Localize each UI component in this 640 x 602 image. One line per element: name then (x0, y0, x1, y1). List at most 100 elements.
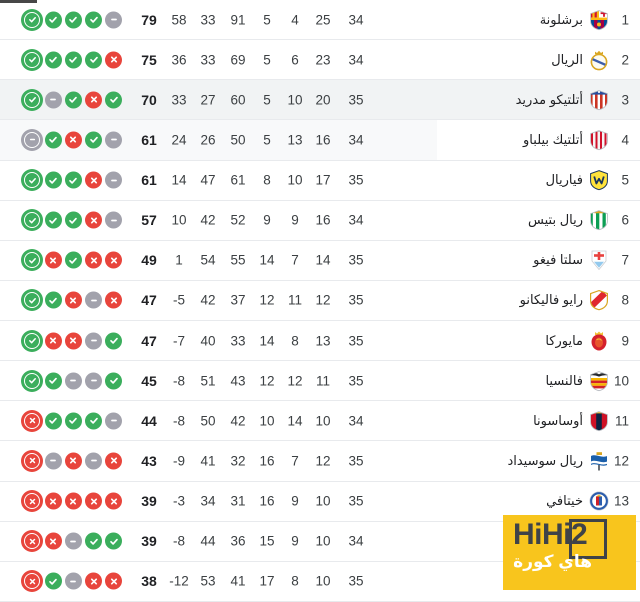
check-icon[interactable] (44, 131, 62, 149)
table-row[interactable]: 75 36 33 69 5 6 23 34 الريال 2 (0, 40, 640, 81)
check-icon[interactable] (105, 332, 123, 350)
check-icon[interactable] (44, 11, 62, 29)
team-name[interactable]: ريال بتيس (528, 212, 583, 228)
table-row[interactable]: 49 1 54 55 14 7 14 35 سلتا فيغو 7 (0, 241, 640, 281)
dash-icon[interactable] (44, 91, 62, 109)
team-name[interactable]: رايو فاليكانو (519, 292, 583, 308)
cross-icon[interactable] (21, 409, 43, 432)
check-icon[interactable] (105, 91, 123, 109)
check-icon[interactable] (64, 51, 82, 69)
cross-icon[interactable] (44, 492, 62, 510)
check-icon[interactable] (21, 8, 43, 31)
check-icon[interactable] (85, 131, 102, 149)
dash-icon[interactable] (44, 452, 62, 470)
team-name[interactable]: فالنسيا (545, 372, 583, 388)
cross-icon[interactable] (44, 251, 62, 269)
cross-icon[interactable] (85, 91, 102, 109)
dash-icon[interactable] (64, 372, 82, 390)
dash-icon[interactable] (105, 412, 123, 430)
cross-icon[interactable] (64, 492, 82, 510)
cross-icon[interactable] (85, 572, 102, 590)
cross-icon[interactable] (21, 449, 43, 472)
cross-icon[interactable] (105, 291, 123, 309)
dash-icon[interactable] (64, 572, 82, 590)
check-icon[interactable] (105, 532, 123, 550)
check-icon[interactable] (21, 169, 43, 192)
table-row[interactable]: 61 24 26 50 5 13 16 34 أتلتيك بيلباو 4 (0, 120, 640, 161)
check-icon[interactable] (44, 372, 62, 390)
check-icon[interactable] (21, 48, 43, 71)
cross-icon[interactable] (64, 452, 82, 470)
team-name[interactable]: خيتافي (546, 493, 583, 509)
check-icon[interactable] (64, 91, 82, 109)
cross-icon[interactable] (85, 171, 102, 189)
dash-icon[interactable] (105, 211, 123, 229)
team-name[interactable]: ريال سوسيداد (507, 452, 583, 468)
cross-icon[interactable] (21, 530, 43, 553)
cross-icon[interactable] (64, 291, 82, 309)
cross-icon[interactable] (64, 131, 82, 149)
team-name[interactable]: أتلتيكو مدريد (515, 91, 583, 107)
cross-icon[interactable] (21, 570, 43, 593)
check-icon[interactable] (21, 88, 43, 111)
team-name[interactable]: مايوركا (545, 332, 583, 348)
cross-icon[interactable] (44, 332, 62, 350)
table-row[interactable]: 79 58 33 91 5 4 25 34 برشلونة 1 (0, 0, 640, 41)
team-name[interactable]: فياريال (545, 172, 583, 188)
table-row[interactable]: 39 -8 44 36 15 9 10 34 (0, 522, 640, 562)
cross-icon[interactable] (105, 251, 123, 269)
check-icon[interactable] (44, 211, 62, 229)
cross-icon[interactable] (64, 332, 82, 350)
team-name[interactable]: الريال (551, 51, 583, 67)
dash-icon[interactable] (105, 131, 123, 149)
check-icon[interactable] (64, 171, 82, 189)
team-name[interactable]: أتلتيك بيلباو (523, 131, 583, 147)
check-icon[interactable] (21, 249, 43, 272)
check-icon[interactable] (44, 412, 62, 430)
check-icon[interactable] (21, 209, 43, 232)
cross-icon[interactable] (85, 251, 102, 269)
cross-icon[interactable] (85, 211, 102, 229)
check-icon[interactable] (21, 329, 43, 352)
dash-icon[interactable] (85, 332, 102, 350)
table-row[interactable]: 61 14 47 61 8 10 17 35 فياريال 5 (0, 161, 640, 201)
dash-icon[interactable] (21, 128, 43, 151)
check-icon[interactable] (85, 532, 102, 550)
cross-icon[interactable] (105, 492, 123, 510)
check-icon[interactable] (85, 51, 102, 69)
cross-icon[interactable] (85, 492, 102, 510)
team-name[interactable]: برشلونة (539, 11, 583, 27)
check-icon[interactable] (44, 51, 62, 69)
check-icon[interactable] (44, 572, 62, 590)
cross-icon[interactable] (105, 452, 123, 470)
check-icon[interactable] (21, 369, 43, 392)
check-icon[interactable] (85, 11, 102, 29)
check-icon[interactable] (85, 412, 102, 430)
table-row[interactable]: 57 10 42 52 9 9 16 34 ريال بتيس 6 (0, 201, 640, 241)
table-row[interactable]: 45 -8 51 43 12 12 11 35 فالنسيا 10 (0, 361, 640, 402)
dash-icon[interactable] (85, 452, 102, 470)
table-row[interactable]: 47 -7 40 33 14 8 13 35 مايوركا 9 (0, 321, 640, 362)
dash-icon[interactable] (105, 11, 123, 29)
check-icon[interactable] (44, 291, 62, 309)
team-name[interactable]: سلتا فيغو (533, 252, 583, 268)
dash-icon[interactable] (85, 372, 102, 390)
cross-icon[interactable] (105, 51, 123, 69)
check-icon[interactable] (44, 171, 62, 189)
dash-icon[interactable] (64, 532, 82, 550)
team-name[interactable]: أوساسونا (533, 412, 583, 428)
cross-icon[interactable] (21, 490, 43, 513)
table-row[interactable]: 43 -9 41 32 16 7 12 35 ريال سوسيداد 12 (0, 441, 640, 482)
check-icon[interactable] (64, 11, 82, 29)
table-row[interactable]: 70 33 27 60 5 10 20 35 أتلتيكو مدريد 3 (0, 80, 640, 121)
table-row[interactable]: 39 -3 34 31 16 9 10 35 خيتافي 13 (0, 482, 640, 522)
check-icon[interactable] (21, 289, 43, 312)
check-icon[interactable] (64, 251, 82, 269)
check-icon[interactable] (105, 372, 123, 390)
check-icon[interactable] (64, 412, 82, 430)
table-row[interactable]: 47 -5 42 37 12 11 12 35 رايو فاليكانو 8 (0, 281, 640, 321)
dash-icon[interactable] (105, 171, 123, 189)
table-row[interactable]: 38 -12 53 41 17 8 10 35 (0, 562, 640, 602)
check-icon[interactable] (64, 211, 82, 229)
table-row[interactable]: 44 -8 50 42 10 14 10 34 أوساسونا 11 (0, 401, 640, 442)
